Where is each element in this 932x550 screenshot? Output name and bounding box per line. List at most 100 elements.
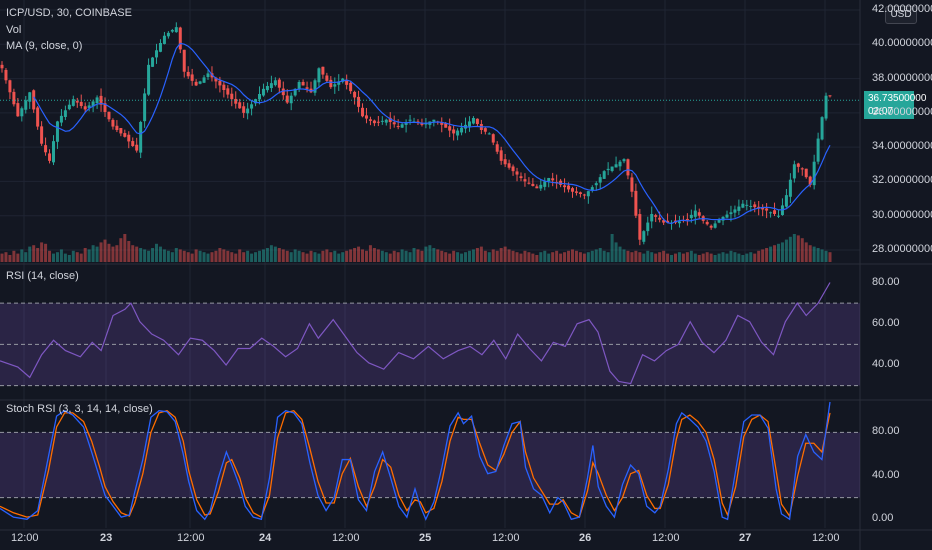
volume-indicator-label[interactable]: Vol bbox=[6, 24, 22, 36]
price-candles[interactable] bbox=[0, 22, 860, 246]
candle bbox=[761, 207, 765, 210]
candle bbox=[293, 88, 297, 96]
ma-indicator-label[interactable]: MA (9, close, 0) bbox=[6, 40, 83, 52]
volume-bar bbox=[511, 250, 515, 262]
volume-bar bbox=[602, 250, 606, 262]
candle bbox=[741, 203, 745, 208]
volume-bar bbox=[594, 249, 598, 262]
time-axis-label: 23 bbox=[100, 532, 113, 544]
volume-bar bbox=[384, 252, 388, 262]
volume-bar bbox=[75, 252, 79, 262]
candle bbox=[824, 95, 828, 119]
volume-bar bbox=[757, 250, 761, 262]
volume-bar bbox=[523, 250, 527, 262]
candle bbox=[776, 215, 780, 217]
candle bbox=[258, 94, 262, 100]
volume-bar bbox=[666, 253, 670, 262]
volume-bar bbox=[606, 252, 610, 262]
volume-bar bbox=[281, 249, 285, 262]
volume-bar bbox=[313, 252, 317, 262]
volume-bar bbox=[749, 252, 753, 262]
candle bbox=[693, 210, 697, 217]
volume-bar bbox=[527, 252, 531, 262]
last-price-tag: 36.73500000 02:07 bbox=[864, 91, 926, 119]
candle bbox=[87, 105, 91, 108]
volume-bar bbox=[654, 253, 658, 262]
volume-bar bbox=[578, 252, 582, 262]
candle bbox=[0, 64, 4, 69]
volume-bar bbox=[642, 253, 646, 262]
volume-bar bbox=[796, 235, 800, 262]
candle bbox=[745, 204, 749, 206]
volume-bar bbox=[448, 253, 452, 262]
candle bbox=[166, 32, 170, 37]
candle bbox=[769, 212, 773, 214]
candle bbox=[598, 177, 602, 183]
candle bbox=[246, 108, 250, 114]
price-axis-label: 34.00000000 bbox=[872, 140, 932, 153]
candle bbox=[725, 214, 729, 218]
volume-bar bbox=[44, 243, 48, 262]
volume-bar bbox=[277, 248, 281, 262]
volume-bar bbox=[337, 253, 341, 262]
candle bbox=[626, 159, 630, 176]
candle bbox=[483, 128, 487, 132]
candle bbox=[242, 106, 246, 113]
volume-bar bbox=[515, 252, 519, 262]
candle bbox=[349, 82, 353, 92]
symbol-title[interactable]: ICP/USD, 30, COINBASE bbox=[6, 7, 132, 19]
rsi-axis-label: 60.00 bbox=[872, 316, 900, 329]
candle bbox=[190, 74, 194, 81]
volume-bar bbox=[745, 253, 749, 262]
volume-bar bbox=[416, 249, 420, 262]
candle bbox=[606, 168, 610, 171]
candle bbox=[614, 164, 618, 168]
volume-bar bbox=[634, 250, 638, 262]
volume-bar bbox=[535, 255, 539, 262]
candle bbox=[527, 182, 531, 184]
volume-bar bbox=[162, 249, 166, 262]
volume-bar bbox=[178, 249, 182, 262]
candle bbox=[523, 179, 527, 182]
candle bbox=[448, 126, 452, 131]
time-axis-label: 12:00 bbox=[492, 532, 520, 544]
volume-bar bbox=[151, 248, 155, 262]
volume-bar bbox=[20, 249, 24, 262]
candle bbox=[59, 115, 63, 123]
candle bbox=[666, 220, 670, 223]
volume-bar bbox=[800, 238, 804, 262]
candle bbox=[131, 141, 135, 146]
volume-bar bbox=[301, 252, 305, 262]
candle bbox=[499, 150, 503, 161]
bar-countdown-timer: 02:07 bbox=[868, 106, 894, 117]
currency-button[interactable]: USD bbox=[885, 6, 917, 24]
candle bbox=[170, 30, 174, 32]
candle bbox=[685, 218, 689, 220]
candle bbox=[218, 80, 222, 86]
volume-bar bbox=[507, 249, 511, 262]
volume-bar bbox=[131, 245, 135, 262]
candle bbox=[91, 101, 95, 107]
volume-bar bbox=[436, 249, 440, 262]
rsi-indicator-label[interactable]: RSI (14, close) bbox=[6, 270, 79, 282]
candle bbox=[341, 78, 345, 82]
candle bbox=[36, 107, 40, 127]
candle bbox=[265, 86, 269, 91]
candle bbox=[111, 119, 115, 127]
volume-bar bbox=[115, 245, 119, 262]
stoch-rsi-indicator-label[interactable]: Stoch RSI (3, 3, 14, 14, close) bbox=[6, 403, 153, 415]
volume-bar bbox=[563, 252, 567, 262]
candle bbox=[535, 186, 539, 189]
candle bbox=[16, 103, 20, 117]
volume-bar bbox=[55, 252, 59, 262]
volume-bar bbox=[143, 249, 147, 262]
volume-bar bbox=[574, 250, 578, 262]
candle bbox=[452, 129, 456, 134]
volume-bar bbox=[816, 248, 820, 262]
candle bbox=[820, 117, 824, 140]
candle bbox=[503, 159, 507, 165]
volume-bar bbox=[689, 250, 693, 262]
candle bbox=[44, 145, 48, 153]
